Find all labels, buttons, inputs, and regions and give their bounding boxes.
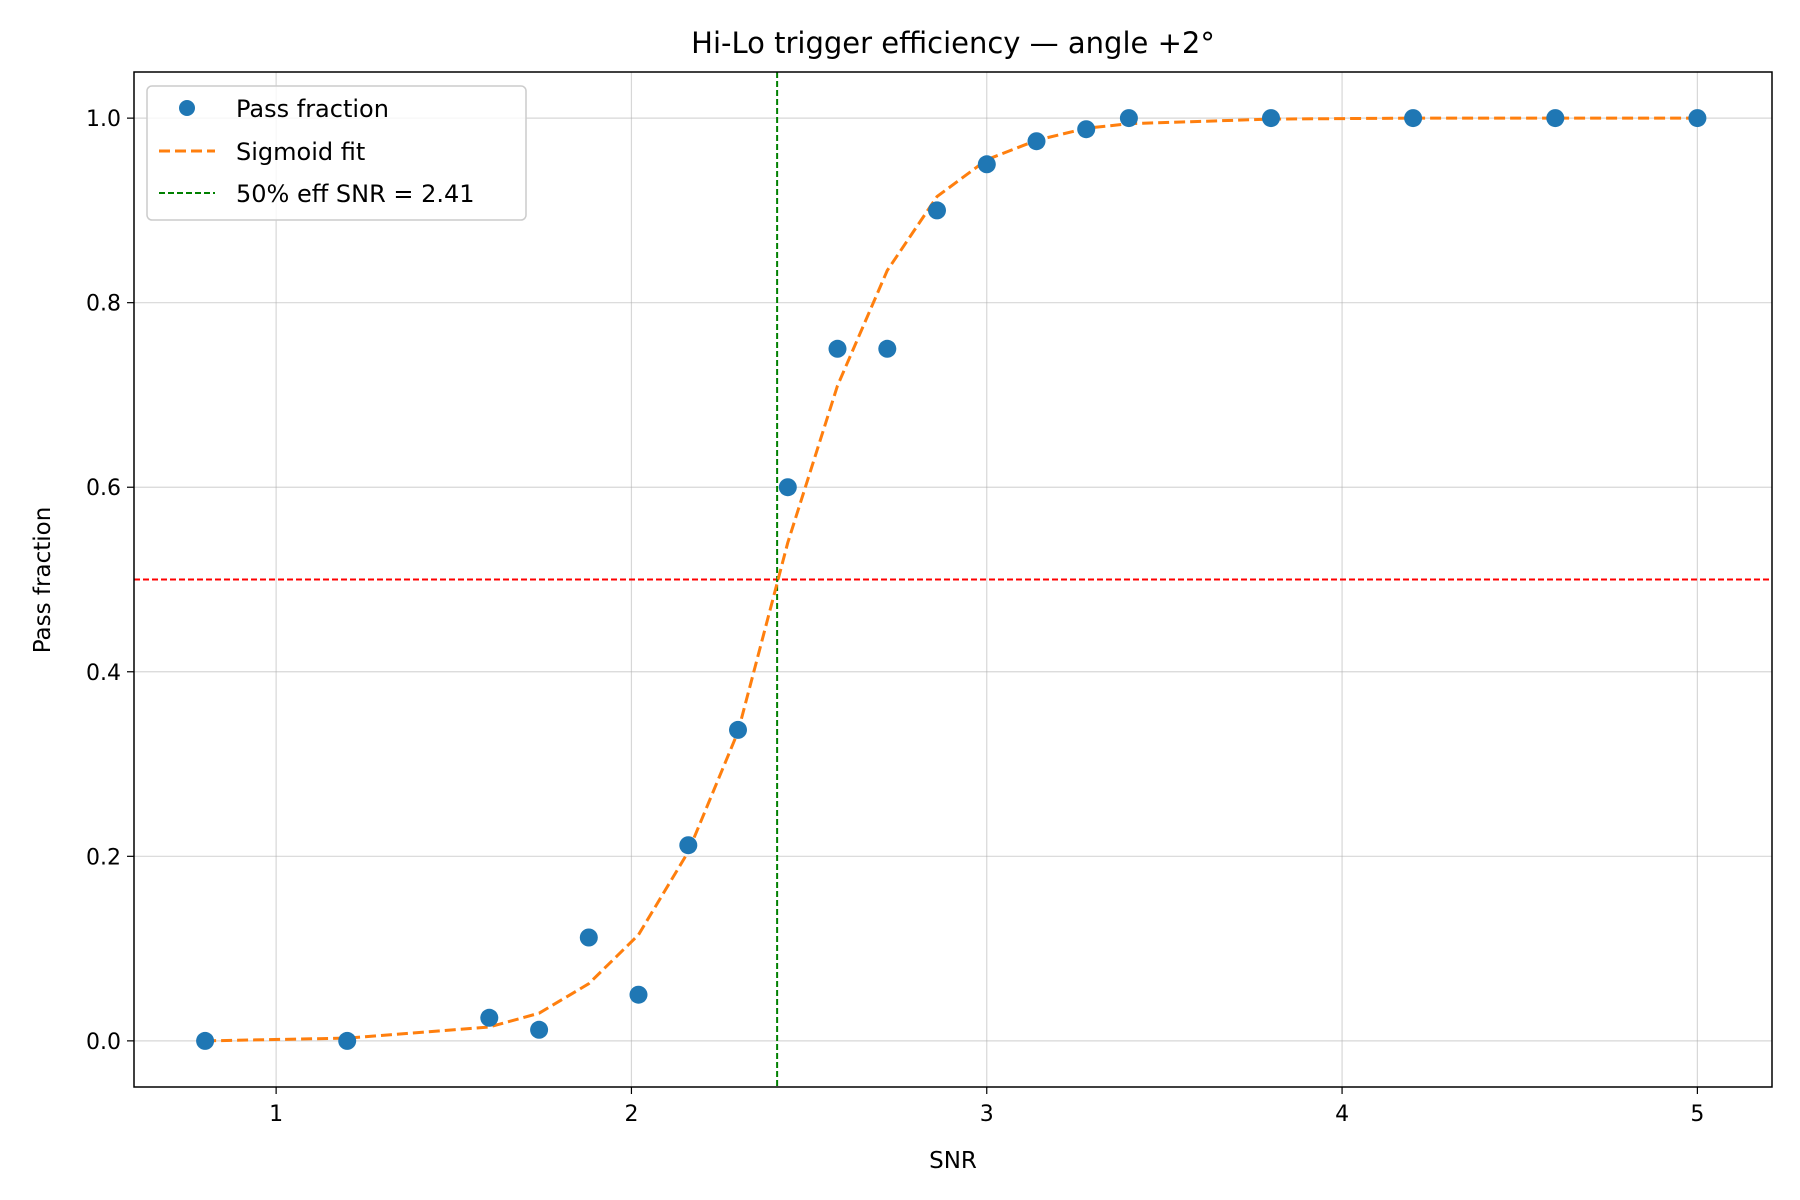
x-tick-label: 2 <box>624 1102 638 1127</box>
legend-label-50-eff: 50% eff SNR = 2.41 <box>236 180 475 208</box>
data-point <box>480 1008 499 1027</box>
data-point <box>530 1020 549 1039</box>
x-tick-label: 3 <box>980 1102 994 1127</box>
sigmoid-fit-line <box>205 116 1698 1043</box>
legend-box <box>146 85 527 221</box>
data-point <box>778 478 797 497</box>
y-axis-ticks: 0.0 0.2 0.4 0.6 0.8 1.0 <box>86 107 134 1055</box>
data-point <box>338 1031 357 1050</box>
data-point <box>679 836 698 855</box>
data-point <box>828 339 847 358</box>
x-tick-label: 1 <box>269 1102 283 1127</box>
data-point <box>1262 109 1280 128</box>
data-point <box>579 928 598 947</box>
data-point <box>1077 120 1096 139</box>
data-point <box>1404 109 1423 128</box>
y-tick-label: 0.2 <box>86 845 121 870</box>
x-axis-label: SNR <box>929 1148 977 1174</box>
y-tick-label: 0.6 <box>86 476 121 501</box>
data-points <box>196 109 1707 1050</box>
fit-line-layer <box>205 116 1698 1043</box>
data-point <box>878 339 897 358</box>
data-point <box>1119 109 1138 128</box>
data-point <box>928 201 946 220</box>
x-axis-ticks: 1 2 3 4 5 <box>269 1087 1704 1127</box>
y-tick-label: 0.4 <box>86 661 121 686</box>
x-tick-label: 4 <box>1335 1102 1349 1127</box>
data-point <box>629 985 648 1004</box>
legend: Pass fraction Sigmoid fit 50% eff SNR = … <box>146 85 527 221</box>
y-tick-label: 1.0 <box>86 107 121 132</box>
x-tick-label: 5 <box>1690 1102 1704 1127</box>
data-point <box>196 1031 215 1050</box>
chart-title: Hi-Lo trigger efficiency — angle +2° <box>691 26 1215 60</box>
data-point <box>1027 132 1046 151</box>
data-point <box>1688 109 1707 128</box>
legend-label-pass-fraction: Pass fraction <box>236 95 389 123</box>
data-point <box>977 155 996 174</box>
plot-frame <box>133 71 1773 1088</box>
data-point <box>1546 109 1565 128</box>
y-tick-label: 0.8 <box>86 292 121 317</box>
y-axis-label: Pass fraction <box>30 507 56 654</box>
reference-lines <box>134 72 1772 1087</box>
y-tick-label: 0.0 <box>86 1030 121 1055</box>
legend-marker-pass-fraction <box>179 100 195 116</box>
legend-label-sigmoid-fit: Sigmoid fit <box>236 138 365 166</box>
data-point <box>729 720 747 739</box>
